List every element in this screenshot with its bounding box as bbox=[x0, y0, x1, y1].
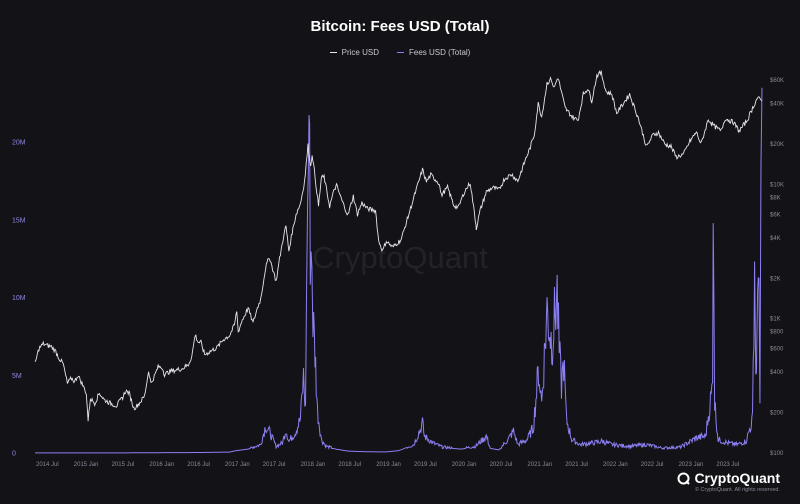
right-tick-label: $400 bbox=[770, 370, 784, 376]
legend: Price USD Fees USD (Total) bbox=[0, 48, 800, 57]
x-tick-label: 2020 Jan bbox=[452, 462, 477, 468]
brand-name: CryptoQuant bbox=[694, 470, 780, 486]
left-tick-label: 15M bbox=[12, 217, 26, 224]
left-tick-label: 5M bbox=[12, 373, 22, 380]
right-axis: $100 $200 $400 $600 $800 $1K $2K $4K $6K $8K $10K $… bbox=[770, 78, 784, 457]
x-tick-label: 2022 Jul bbox=[641, 462, 664, 468]
right-tick-label: $2K bbox=[770, 276, 781, 282]
right-tick-label: $4K bbox=[770, 236, 781, 242]
x-tick-label: 2017 Jan bbox=[225, 462, 250, 468]
series-line-fees bbox=[35, 87, 763, 454]
x-tick-label: 2017 Jul bbox=[263, 462, 286, 468]
legend-item-price[interactable]: Price USD bbox=[329, 48, 379, 57]
x-tick-label: 2021 Jan bbox=[527, 462, 552, 468]
right-tick-label: $600 bbox=[770, 347, 784, 353]
chart-title: Bitcoin: Fees USD (Total) bbox=[310, 18, 490, 35]
brand-block: CryptoQuant © CryptoQuant. All rights re… bbox=[677, 470, 780, 493]
cryptoquant-logo-icon bbox=[677, 472, 691, 485]
brand-copyright: © CryptoQuant. All rights reserved. bbox=[694, 487, 780, 493]
right-tick-label: $10K bbox=[770, 182, 784, 188]
x-tick-label: 2018 Jan bbox=[301, 462, 326, 468]
legend-label-fees: Fees USD (Total) bbox=[408, 48, 471, 57]
x-tick-label: 2015 Jul bbox=[112, 462, 135, 468]
x-tick-label: 2015 Jan bbox=[74, 462, 99, 468]
right-tick-label: $8K bbox=[770, 195, 781, 201]
x-tick-label: 2020 Jul bbox=[490, 462, 513, 468]
x-tick-label: 2022 Jan bbox=[603, 462, 628, 468]
right-tick-label: $1K bbox=[770, 317, 781, 323]
x-tick-label: 2021 Jul bbox=[565, 462, 588, 468]
series-line-price bbox=[34, 70, 763, 422]
x-tick-label: 2023 Jan bbox=[679, 462, 704, 468]
x-tick-label: 2019 Jul bbox=[414, 462, 437, 468]
right-tick-label: $6K bbox=[770, 212, 781, 218]
x-tick-label: 2016 Jan bbox=[149, 462, 174, 468]
right-tick-label: $200 bbox=[770, 411, 784, 417]
right-tick-label: $20K bbox=[770, 142, 784, 148]
x-tick-label: 2023 Jul bbox=[716, 462, 739, 468]
right-tick-label: $100 bbox=[770, 451, 784, 457]
right-tick-label: $800 bbox=[770, 330, 784, 336]
x-tick-label: 2018 Jul bbox=[338, 462, 361, 468]
left-tick-label: 0 bbox=[12, 451, 16, 458]
right-tick-label: $40K bbox=[770, 102, 784, 108]
legend-item-fees[interactable]: Fees USD (Total) bbox=[396, 48, 471, 57]
x-axis: 2014 Jul 2015 Jan 2015 Jul 2016 Jan 2016 Jul… bbox=[36, 462, 739, 468]
right-tick-label: $60K bbox=[770, 78, 784, 84]
left-tick-label: 10M bbox=[12, 295, 26, 302]
left-axis: 0 5M 10M 15M 20M bbox=[12, 140, 26, 458]
x-tick-label: 2019 Jan bbox=[376, 462, 401, 468]
legend-label-price: Price USD bbox=[341, 48, 379, 57]
legend-swatch-price bbox=[329, 51, 337, 54]
x-tick-label: 2016 Jul bbox=[187, 462, 210, 468]
legend-swatch-fees bbox=[396, 51, 404, 54]
left-tick-label: 20M bbox=[12, 140, 26, 147]
x-tick-label: 2014 Jul bbox=[36, 462, 59, 468]
